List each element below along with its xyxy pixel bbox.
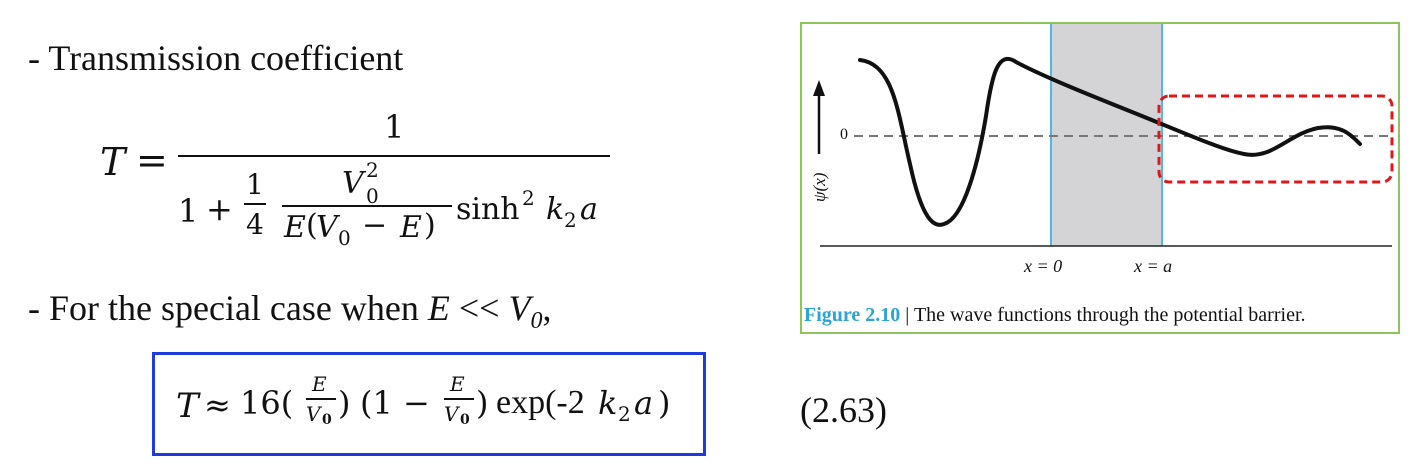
denom-V-sub: 0: [338, 226, 351, 250]
special-case-V: V: [508, 288, 531, 328]
approx-exp: exp(-2: [496, 384, 585, 421]
sinh-sup: 2: [522, 186, 535, 210]
v0sq-sup: 2: [366, 158, 379, 182]
k-sub: 2: [564, 208, 577, 232]
sinh-text: sinh: [456, 192, 520, 227]
approx-k-sub: 2: [618, 402, 631, 426]
denom-paren-close: ): [424, 208, 436, 243]
approx-frac1-bar: [306, 398, 336, 400]
approx-close2: ): [476, 384, 489, 422]
v0sq-sub: 0: [366, 184, 379, 208]
figure-2-10: 0 ψ(x) x = 0 x = a Figure 2.10 | The wav…: [800, 22, 1400, 334]
wave-function-plot: [813, 24, 1394, 247]
approx-equation-box: [152, 352, 706, 456]
caption-label: Figure 2.10: [804, 304, 901, 326]
denom-plus: +: [206, 190, 233, 228]
approx-open2: (1 −: [360, 384, 430, 422]
v0sq-V: V: [342, 166, 364, 201]
x0-label: x = 0: [1024, 256, 1063, 276]
special-case-prefix: - For the special case when: [28, 288, 428, 328]
eq-lhs-T: T: [100, 140, 126, 184]
approx-frac1-den-V: V: [306, 402, 321, 426]
denom-V: V: [316, 210, 338, 245]
approx-frac2-num: E: [450, 372, 465, 396]
caption-text: The wave functions through the potential…: [913, 304, 1306, 326]
approx-frac1-den-sub: 0: [322, 412, 332, 428]
approx-close1: ): [338, 384, 351, 422]
main-fraction-bar: [178, 155, 610, 157]
quarter-den: 4: [246, 208, 264, 241]
approx-sixteen: 16(: [240, 384, 294, 422]
xa-label: x = a: [1134, 256, 1173, 276]
special-case-ll: <<: [449, 288, 509, 328]
quarter-num: 1: [246, 168, 264, 201]
y-axis-label: ψ(x): [810, 172, 829, 202]
transmitted-wave-highlight: [1157, 94, 1394, 184]
heading-transmission: - Transmission coefficient: [28, 38, 404, 78]
equation-number: (2.63): [800, 390, 887, 430]
denom-minus: −: [362, 208, 388, 243]
denom-paren-open: (: [306, 208, 318, 243]
special-case-V-sub: 0: [530, 308, 543, 335]
approx-a: a: [634, 384, 654, 422]
approx-close3: ): [658, 384, 671, 422]
zero-label: 0: [840, 126, 848, 143]
denom-one: 1: [178, 192, 199, 230]
quarter-bar: [244, 203, 266, 205]
approx-symbol: ≈: [204, 386, 231, 424]
approx-k: k: [598, 384, 618, 422]
v0-fraction-bar: [282, 205, 452, 207]
eq-numerator: 1: [384, 108, 405, 146]
special-case-suffix: ,: [542, 288, 552, 328]
denom-E: E: [284, 210, 306, 245]
approx-frac2-bar: [444, 398, 474, 400]
caption-separator: |: [900, 304, 914, 326]
approx-frac2-den-V: V: [444, 402, 459, 426]
y-axis-arrowhead: [813, 80, 825, 96]
approx-frac2-den-sub: 0: [460, 412, 470, 428]
approx-T: T: [176, 386, 199, 426]
special-case-E: E: [427, 288, 450, 328]
wave-function-curve: [858, 56, 1362, 227]
special-case-line: - For the special case when E << V0,: [28, 290, 551, 333]
k-var: k: [546, 192, 565, 227]
figure-caption: Figure 2.10 | The wave functions through…: [804, 304, 1306, 327]
eq-equals: =: [136, 138, 168, 182]
denom-E2: E: [400, 210, 422, 245]
approx-frac1-num: E: [312, 372, 327, 396]
a-var: a: [580, 192, 598, 227]
